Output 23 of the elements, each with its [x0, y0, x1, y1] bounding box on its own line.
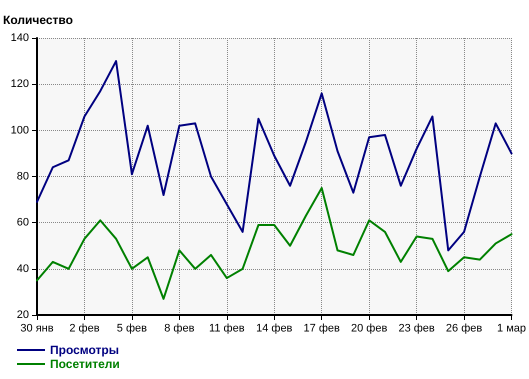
x-tick-label: 20 фев	[351, 322, 388, 334]
y-axis-title: Количество	[3, 13, 73, 27]
x-tick-label: 26 фев	[446, 322, 482, 334]
x-tick-label: 1 мар	[497, 322, 526, 334]
legend-label: Просмотры	[50, 343, 120, 357]
y-tick-label: 100	[10, 124, 29, 136]
x-tick-label: 11 фев	[209, 322, 245, 334]
x-tick-label: 14 фев	[256, 322, 293, 334]
x-tick-label: 23 фев	[398, 322, 435, 334]
x-tick-label: 5 фев	[116, 322, 148, 334]
line-series	[36, 60, 513, 252]
line-series	[36, 187, 513, 300]
y-tick-label: 40	[16, 262, 29, 275]
x-tick-label: 17 фев	[304, 322, 340, 334]
x-tick-label: 8 фев	[164, 322, 195, 334]
y-tick-label: 120	[10, 78, 29, 90]
y-tick-label: 80	[16, 170, 29, 182]
y-tick-label: 20	[16, 309, 29, 321]
x-tick-label: 2 фев	[69, 322, 100, 334]
y-tick-label: 60	[16, 216, 29, 229]
legend-label: Посетители	[50, 357, 120, 371]
y-tick-label: 140	[10, 32, 29, 44]
x-tick-label: 30 янв	[20, 322, 54, 334]
